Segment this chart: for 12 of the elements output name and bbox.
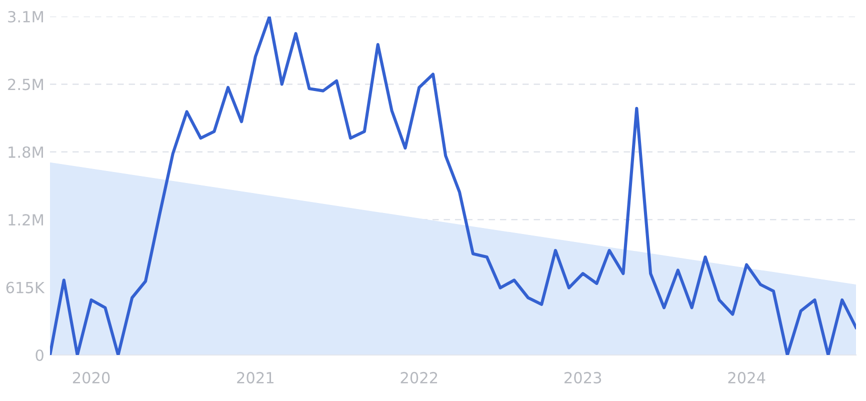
y-tick-label: 2.5M: [8, 78, 43, 90]
y-tick-label: 615K: [6, 282, 45, 294]
y-tick-label: 3.1M: [8, 10, 43, 23]
x-tick-label: 2022: [400, 372, 438, 384]
x-tick-label: 2021: [237, 372, 274, 384]
x-tick-label: 2024: [728, 372, 766, 384]
y-tick-label: 1.8M: [8, 146, 43, 158]
y-tick-label: 1.2M: [8, 214, 43, 226]
y-tick-label: 0: [36, 349, 44, 362]
x-tick-label: 2023: [564, 372, 602, 384]
x-tick-label: 2020: [72, 372, 110, 384]
line-series: [50, 16, 856, 355]
